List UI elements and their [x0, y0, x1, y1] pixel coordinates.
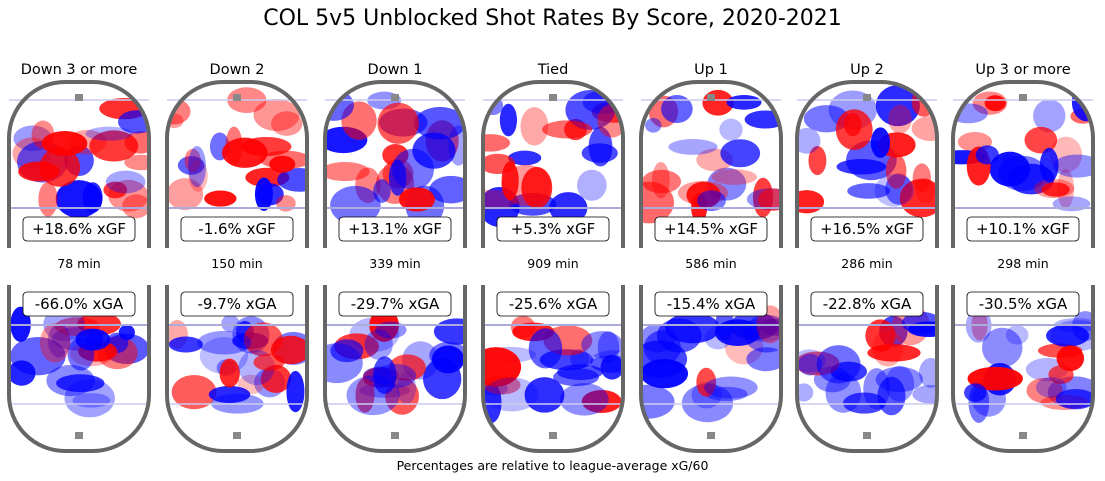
rink-panel: Down 2 150 min -1.6% xGF -9.7% xGA — [165, 62, 309, 453]
rink-panel: Down 3 or more 78 min +18.6% xGF -66.0% xGA — [7, 62, 151, 453]
rink-outline — [951, 80, 1095, 248]
minutes-label: 150 min — [211, 256, 262, 271]
xgf-label-box — [338, 216, 452, 242]
rink-panel: Down 1 339 min +13.1% xGF -29.7% xGA — [323, 62, 467, 453]
xgf-label-box — [810, 216, 924, 242]
rink-outline — [795, 285, 939, 453]
panel-title: Down 3 or more — [21, 62, 138, 78]
xga-heatmap — [167, 314, 307, 414]
xgf-heatmap — [325, 89, 465, 227]
rink-outline — [481, 80, 625, 248]
rink-outline — [7, 80, 151, 248]
panel-title: Up 1 — [694, 62, 728, 78]
xga-label: -15.4% xGA — [667, 295, 756, 313]
xgf-heatmap — [641, 89, 781, 224]
xgf-label-box — [180, 216, 294, 242]
xga-heatmap — [325, 308, 465, 416]
xga-heatmap — [964, 308, 1093, 423]
rink-outline — [7, 285, 151, 453]
rink-outline — [639, 285, 783, 453]
xgf-label-box — [22, 216, 136, 242]
rink-panel: Up 1 586 min +14.5% xGF -15.4% xGA — [639, 62, 783, 453]
xgf-label-box — [966, 216, 1080, 242]
xga-label: -25.6% xGA — [509, 295, 598, 313]
panel-title: Up 3 or more — [975, 62, 1070, 78]
xgf-label: +13.1% xGF — [348, 220, 442, 238]
rink-outline — [323, 285, 467, 453]
minutes-label: 909 min — [527, 256, 578, 271]
xga-label-box — [496, 291, 610, 317]
xgf-heatmap — [12, 97, 149, 219]
xga-label-box — [654, 291, 768, 317]
xgf-label: +14.5% xGF — [664, 220, 758, 238]
xgf-label-box — [654, 216, 768, 242]
minutes-label: 586 min — [685, 256, 736, 271]
rink-panel: Up 2 286 min +16.5% xGF -22.8% xGA — [795, 62, 939, 453]
xga-label-box — [810, 291, 924, 317]
xga-label: -22.8% xGA — [823, 295, 912, 313]
panel-title: Tied — [537, 62, 569, 78]
xga-heatmap — [483, 315, 623, 424]
xga-heatmap — [797, 304, 937, 416]
rink-outline — [639, 80, 783, 248]
panel-title: Down 2 — [210, 62, 265, 78]
rink-outline — [795, 80, 939, 248]
xga-label: -30.5% xGA — [979, 295, 1068, 313]
xga-label-box — [22, 291, 136, 317]
xgf-label: -1.6% xGF — [198, 220, 275, 238]
xgf-label: +10.1% xGF — [976, 220, 1070, 238]
xga-heatmap — [9, 306, 149, 418]
xga-label: -29.7% xGA — [351, 295, 440, 313]
rink-outline — [165, 80, 309, 248]
xga-label: -9.7% xGA — [197, 295, 277, 313]
rink-outline — [951, 285, 1095, 453]
xgf-heatmap — [953, 83, 1093, 212]
xgf-label-box — [496, 216, 610, 242]
minutes-label: 339 min — [369, 256, 420, 271]
xga-label-box — [966, 291, 1080, 317]
xgf-label: +18.6% xGF — [32, 220, 126, 238]
rink-outline — [481, 285, 625, 453]
xgf-label: +5.3% xGF — [511, 220, 596, 238]
panel-title: Down 1 — [368, 62, 423, 78]
chart-title: COL 5v5 Unblocked Shot Rates By Score, 2… — [263, 6, 842, 31]
rink-panel: Up 3 or more 298 min +10.1% xGF -30.5% xGA — [951, 62, 1095, 453]
panel-title: Up 2 — [850, 62, 884, 78]
rink-outline — [165, 285, 309, 453]
xga-label: -66.0% xGA — [35, 295, 124, 313]
rink-outline — [323, 80, 467, 248]
xga-label-box — [180, 291, 294, 317]
minutes-label: 78 min — [57, 256, 100, 271]
xga-label-box — [338, 291, 452, 317]
chart-footnote: Percentages are relative to league-avera… — [396, 458, 709, 473]
minutes-label: 298 min — [997, 256, 1048, 271]
rink-panel: Tied 909 min +5.3% xGF -25.6% xGA — [481, 62, 625, 453]
minutes-label: 286 min — [841, 256, 892, 271]
xgf-label: +16.5% xGF — [820, 220, 914, 238]
